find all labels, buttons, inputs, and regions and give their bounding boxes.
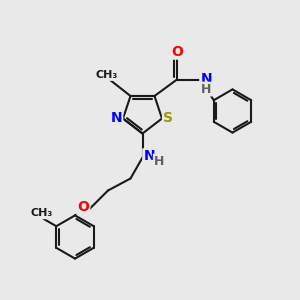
Text: O: O (172, 45, 184, 58)
Text: N: N (111, 111, 122, 125)
Text: O: O (77, 200, 89, 214)
Text: CH₃: CH₃ (95, 70, 118, 80)
Text: N: N (143, 149, 155, 163)
Text: H: H (201, 82, 211, 96)
Text: H: H (154, 154, 164, 168)
Text: S: S (163, 112, 173, 125)
Text: CH₃: CH₃ (31, 208, 53, 218)
Text: N: N (200, 72, 212, 86)
